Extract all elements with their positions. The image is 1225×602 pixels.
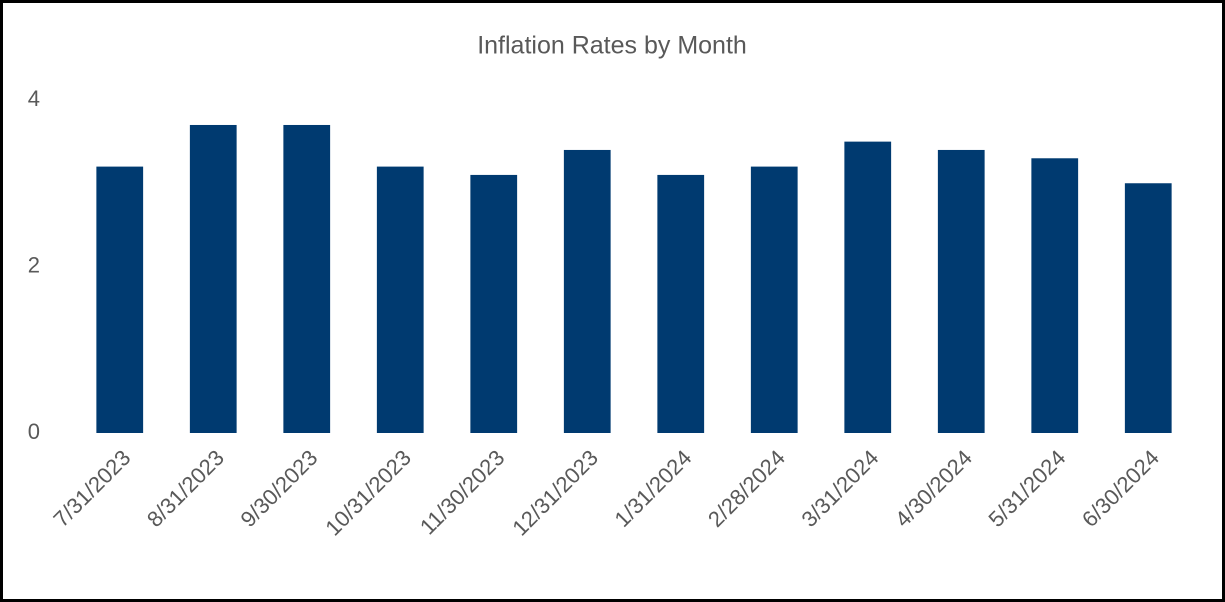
bar xyxy=(189,124,237,433)
bar xyxy=(1124,183,1172,433)
bar xyxy=(1031,158,1079,433)
chart-title: Inflation Rates by Month xyxy=(477,32,747,60)
y-tick-label: 2 xyxy=(28,252,40,277)
bar xyxy=(937,149,985,433)
bar xyxy=(750,166,798,433)
bar xyxy=(470,174,518,434)
bar xyxy=(563,149,611,433)
bar xyxy=(96,166,144,433)
y-tick-label: 4 xyxy=(28,86,40,111)
bar xyxy=(283,124,331,433)
bar xyxy=(657,174,705,434)
y-tick-label: 0 xyxy=(28,419,40,444)
bar xyxy=(844,141,892,433)
bar xyxy=(376,166,424,433)
